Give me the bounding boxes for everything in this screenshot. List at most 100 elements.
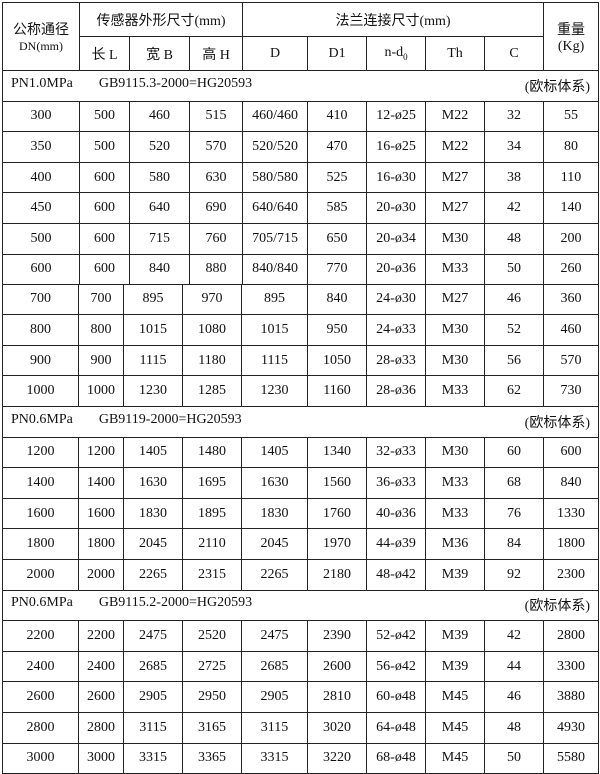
cell-width: 1115: [123, 344, 183, 377]
cell-width: 1015: [123, 314, 183, 346]
cell-nd: 68-ø48: [366, 742, 426, 774]
cell-width: 2045: [123, 528, 183, 560]
cell-weight: 4930: [543, 711, 599, 744]
table-row: 1800 1800 2045 2110 2045 1970 44-ø39 M36 84 1800: [2, 528, 599, 560]
cell-height: 1080: [182, 314, 242, 346]
cell-nd: 40-ø36: [366, 497, 426, 530]
table-row: 900 900 1115 1180 1115 1050 28-ø33 M30 56 570: [2, 344, 599, 377]
cell-width: 2475: [123, 620, 183, 652]
cell-nd: 44-ø39: [366, 528, 426, 560]
table-row: 1000 1000 1230 1285 1230 1160 28-ø36 M33 62 730: [2, 375, 599, 408]
cell-d: 1630: [241, 467, 308, 499]
cell-dn: 2400: [2, 650, 79, 683]
cell-c: 46: [484, 283, 544, 316]
cell-dn: 1200: [2, 436, 79, 469]
cell-height: 2725: [182, 650, 242, 683]
cell-th: M30: [425, 436, 485, 469]
cell-length: 1000: [78, 375, 124, 408]
cell-width: 580: [129, 161, 190, 194]
cell-nd: 12-ø25: [366, 100, 427, 133]
cell-dn: 700: [2, 283, 79, 316]
section-row: PN1.0MPa GB9115.3-2000=HG20593 (欧标体系): [1, 70, 600, 102]
cell-length: 600: [79, 161, 130, 194]
cell-c: 34: [484, 131, 545, 163]
cell-weight: 3880: [543, 681, 599, 713]
cell-d: 1405: [241, 436, 308, 469]
cell-width: 840: [129, 253, 190, 286]
cell-c: 32: [484, 100, 545, 133]
cell-width: 1230: [123, 375, 183, 408]
cell-height: 515: [188, 100, 244, 133]
cell-c: 44: [484, 650, 544, 683]
col-header-d1: D1: [307, 36, 368, 71]
cell-d: 1830: [241, 497, 308, 530]
cell-width: 2905: [123, 681, 183, 713]
cell-d1: 2180: [307, 559, 367, 591]
cell-height: 2950: [182, 681, 242, 713]
pressure-rating: PN0.6MPa: [11, 411, 73, 427]
cell-c: 38: [484, 161, 545, 194]
cell-weight: 360: [543, 283, 599, 316]
cell-d: 1230: [241, 375, 308, 408]
cell-nd: 16-ø25: [366, 131, 427, 163]
cell-weight: 1800: [543, 528, 599, 560]
section-header: PN1.0MPa GB9115.3-2000=HG20593 (欧标体系): [1, 70, 600, 102]
cell-d: 2045: [241, 528, 308, 560]
cell-length: 2600: [78, 681, 124, 713]
col-header-d: D: [242, 36, 309, 71]
cell-nd: 24-ø33: [366, 314, 426, 346]
cell-nd: 20-ø30: [366, 192, 427, 224]
cell-th: M30: [425, 222, 486, 255]
col-header-height: 高 H: [188, 36, 244, 71]
cell-d: 640/640: [242, 192, 309, 224]
cell-c: 52: [484, 314, 544, 346]
cell-weight: 140: [543, 192, 600, 224]
header-row-2: 长 L 宽 B 高 H D D1 n-d0 Th C: [3, 36, 599, 71]
cell-weight: 80: [543, 131, 600, 163]
cell-d: 2265: [241, 559, 308, 591]
cell-length: 800: [78, 314, 124, 346]
cell-th: M30: [425, 314, 485, 346]
cell-height: 1695: [182, 467, 242, 499]
cell-nd: 32-ø33: [366, 436, 426, 469]
cell-width: 3115: [123, 711, 183, 744]
cell-nd: 20-ø34: [366, 222, 427, 255]
cell-nd: 28-ø36: [366, 375, 426, 408]
cell-th: M45: [425, 681, 485, 713]
cell-c: 60: [484, 436, 544, 469]
cell-d: 2475: [241, 620, 308, 652]
cell-th: M27: [425, 283, 485, 316]
cell-d1: 2390: [307, 620, 367, 652]
cell-length: 600: [79, 222, 130, 255]
cell-weight: 840: [543, 467, 599, 499]
cell-d: 580/580: [242, 161, 309, 194]
cell-d1: 2810: [307, 681, 367, 713]
cell-width: 2265: [123, 559, 183, 591]
cell-d: 2685: [241, 650, 308, 683]
cell-d: 705/715: [242, 222, 309, 255]
cell-length: 900: [78, 344, 124, 377]
cell-d: 3115: [241, 711, 308, 744]
table-row: 2200 2200 2475 2520 2475 2390 52-ø42 M39 42 2800: [2, 620, 599, 652]
cell-d: 2905: [241, 681, 308, 713]
section-header: PN0.6MPa GB9119-2000=HG20593 (欧标体系): [2, 406, 599, 438]
cell-length: 1400: [78, 467, 124, 499]
cell-c: 48: [484, 711, 544, 744]
cell-height: 760: [188, 222, 244, 255]
cell-th: M39: [425, 559, 485, 591]
cell-dn: 350: [2, 131, 80, 163]
cell-th: M39: [425, 620, 485, 652]
cell-width: 1630: [123, 467, 183, 499]
cell-width: 895: [123, 283, 183, 316]
col-header-width: 宽 B: [129, 36, 190, 71]
cell-d: 460/460: [242, 100, 309, 133]
header-row-1: 公称通径 DN(mm) 传感器外形尺寸(mm) 法兰连接尺寸(mm) 重量 (Kg): [2, 2, 600, 71]
cell-width: 2685: [123, 650, 183, 683]
pressure-rating: PN1.0MPa: [11, 75, 73, 91]
cell-d: 840/840: [242, 253, 309, 286]
cell-dn: 2000: [2, 559, 79, 591]
table-row: 300 500 460 515 460/460 410 12-ø25 M22 32 55: [2, 100, 600, 133]
table-row: 3000 3000 3315 3365 3315 3220 68-ø48 M45 50 5580: [2, 742, 599, 774]
cell-c: 50: [484, 742, 544, 774]
cell-d1: 1970: [307, 528, 367, 560]
